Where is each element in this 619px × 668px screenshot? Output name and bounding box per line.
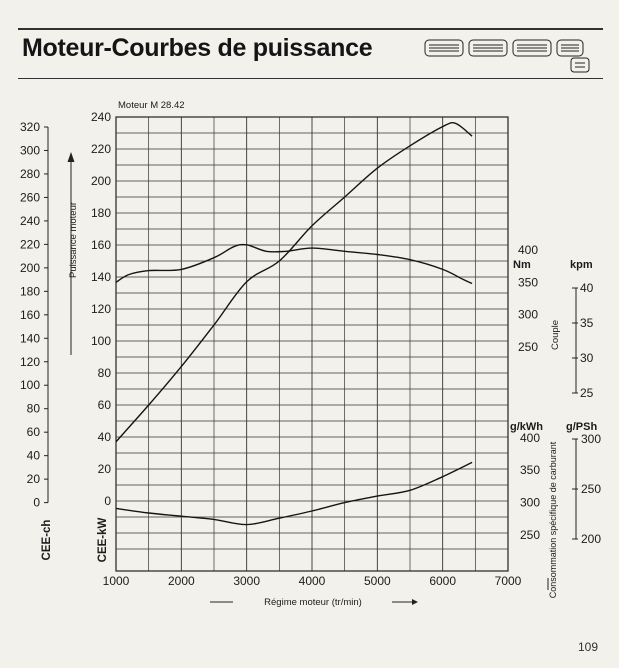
ch-tick-label-280: 280 xyxy=(20,167,40,181)
torque-curve xyxy=(115,243,473,285)
ch-tick-label-40: 40 xyxy=(27,449,41,463)
kpm-tick-label-30: 30 xyxy=(580,351,594,365)
nm-tick-label-400: 400 xyxy=(518,243,538,257)
nm-tick-label-250: 250 xyxy=(518,340,538,354)
header-bottom-rule xyxy=(18,78,603,79)
power-curve xyxy=(115,122,473,443)
x-tick-label-1000: 1000 xyxy=(103,574,130,588)
chart-series xyxy=(115,122,473,526)
kw-tick-label-180: 180 xyxy=(91,206,111,220)
ch-tick-label-100: 100 xyxy=(20,378,40,392)
kw-tick-label-80: 80 xyxy=(98,366,112,380)
ch-tick-label-160: 160 xyxy=(20,308,40,322)
chart-axes: 0 20 40 60 80 100 120 140 160 180 200 220 240 0 20 40 60… xyxy=(20,110,601,590)
ch-axis-unit: CEE-ch xyxy=(41,520,53,561)
power-axis-arrow-head xyxy=(67,152,75,162)
gkwh-tick-label-300: 300 xyxy=(520,496,540,510)
ch-tick-label-180: 180 xyxy=(20,284,40,298)
ch-tick-label-220: 220 xyxy=(20,237,40,251)
kw-tick-label-0: 0 xyxy=(104,494,111,508)
consumption-curve xyxy=(115,461,473,526)
x-tick-label-5000: 5000 xyxy=(364,574,391,588)
kw-tick-label-40: 40 xyxy=(98,430,112,444)
x-tick-label-7000: 7000 xyxy=(495,574,522,588)
kw-tick-label-240: 240 xyxy=(91,110,111,124)
x-tick-label-6000: 6000 xyxy=(429,574,456,588)
gkwh-tick-label-350: 350 xyxy=(520,463,540,477)
kw-tick-label-160: 160 xyxy=(91,238,111,252)
ch-tick-label-200: 200 xyxy=(20,261,40,275)
x-tick-label-4000: 4000 xyxy=(299,574,326,588)
ch-tick-label-20: 20 xyxy=(27,472,41,486)
x-axis-label: Régime moteur (tr/min) xyxy=(264,597,362,608)
kw-axis-unit: CEE-kW xyxy=(97,517,109,562)
x-tick-label-3000: 3000 xyxy=(233,574,260,588)
ch-tick-label-60: 60 xyxy=(27,425,41,439)
ch-tick-label-80: 80 xyxy=(27,402,41,416)
gkwh-tick-label-250: 250 xyxy=(520,528,540,542)
kw-tick-label-100: 100 xyxy=(91,334,111,348)
ch-tick-label-0: 0 xyxy=(33,496,40,510)
gpsh-tick-label-300: 300 xyxy=(581,432,601,446)
gpsh-tick-label-250: 250 xyxy=(581,482,601,496)
ch-tick-label-140: 140 xyxy=(20,331,40,345)
ch-tick-label-300: 300 xyxy=(20,143,40,157)
gpsh-tick-label-200: 200 xyxy=(581,532,601,546)
header-top-rule xyxy=(18,28,603,30)
consumption-gkwh-unit: g/kWh xyxy=(510,421,543,433)
nm-tick-label-300: 300 xyxy=(518,308,538,322)
page-header: Moteur-Courbes de puissance xyxy=(18,22,603,82)
chart-title: Moteur M 28.42 xyxy=(118,100,185,111)
nm-tick-label-350: 350 xyxy=(518,275,538,289)
power-axis-title: Puissance moteur xyxy=(68,202,79,278)
kw-tick-label-220: 220 xyxy=(91,142,111,156)
kw-tick-label-20: 20 xyxy=(98,462,112,476)
porsche-928-s4-logo xyxy=(423,38,598,79)
x-label-arrow-head xyxy=(412,599,418,605)
kpm-tick-label-35: 35 xyxy=(580,316,594,330)
kpm-tick-label-40: 40 xyxy=(580,281,594,295)
consumption-axis-title: Consommation spécifique de carburant xyxy=(548,441,558,598)
kw-tick-label-200: 200 xyxy=(91,174,111,188)
torque-axis-title: Couple xyxy=(550,320,561,350)
x-tick-label-2000: 2000 xyxy=(168,574,195,588)
ch-tick-label-320: 320 xyxy=(20,120,40,134)
consumption-axis-title-text: Consommation spécifique de carburant xyxy=(548,441,558,598)
ch-tick-label-260: 260 xyxy=(20,190,40,204)
kw-tick-label-60: 60 xyxy=(98,398,112,412)
torque-kpm-unit: kpm xyxy=(570,259,593,271)
ch-tick-label-240: 240 xyxy=(20,214,40,228)
torque-nm-unit: Nm xyxy=(513,259,531,271)
page-number: 109 xyxy=(578,640,599,654)
chart-grid xyxy=(115,116,509,572)
ch-tick-label-120: 120 xyxy=(20,355,40,369)
plot-frame xyxy=(115,116,509,572)
gkwh-tick-label-400: 400 xyxy=(520,431,540,445)
kw-tick-label-140: 140 xyxy=(91,270,111,284)
consumption-gpsh-unit: g/PSh xyxy=(566,421,597,433)
kw-tick-label-120: 120 xyxy=(91,302,111,316)
page-title: Moteur-Courbes de puissance xyxy=(22,34,373,62)
kpm-tick-label-25: 25 xyxy=(580,386,594,400)
